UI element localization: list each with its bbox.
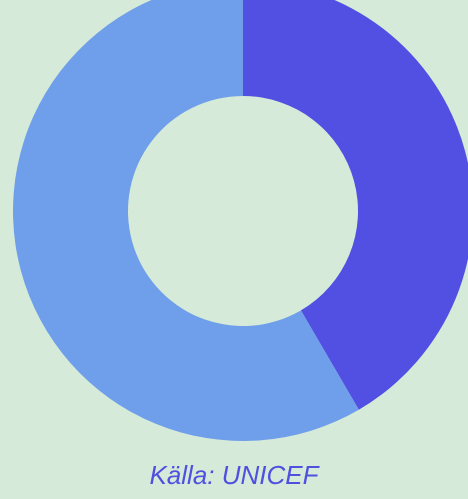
donut-chart xyxy=(13,0,468,441)
source-note: Källa: UNICEF xyxy=(149,460,319,490)
donut-slice-1 xyxy=(243,0,468,410)
donut-slice-2 xyxy=(13,0,359,441)
